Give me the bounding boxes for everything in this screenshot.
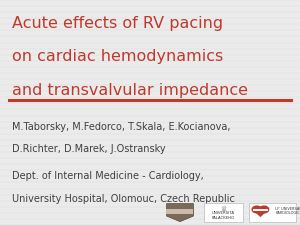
Circle shape [259,205,269,214]
Text: ♕: ♕ [220,206,226,212]
Text: LF’ UNIVERSALNA
KARDIOLOGICKA: LF’ UNIVERSALNA KARDIOLOGICKA [275,207,300,215]
Circle shape [251,205,262,214]
Polygon shape [167,204,194,222]
Text: on cardiac hemodynamics: on cardiac hemodynamics [12,50,223,65]
Text: D.Richter, D.Marek, J.Ostransky: D.Richter, D.Marek, J.Ostransky [12,144,166,154]
Bar [204,202,243,222]
Polygon shape [253,210,268,217]
Bar [167,209,194,214]
Text: Dept. of Internal Medicine - Cardiology,: Dept. of Internal Medicine - Cardiology, [12,171,204,181]
Text: Acute effects of RV pacing: Acute effects of RV pacing [12,16,223,31]
Bar [249,202,296,222]
Text: UNIVERSITA
PALACKEHO: UNIVERSITA PALACKEHO [212,212,235,220]
Bar [253,209,268,211]
Text: University Hospital, Olomouc, Czech Republic: University Hospital, Olomouc, Czech Repu… [12,194,235,203]
Text: and transvalvular impedance: and transvalvular impedance [12,83,248,98]
Text: M.Taborsky, M.Fedorco, T.Skala, E.Kocianova,: M.Taborsky, M.Fedorco, T.Skala, E.Kocian… [12,122,230,131]
